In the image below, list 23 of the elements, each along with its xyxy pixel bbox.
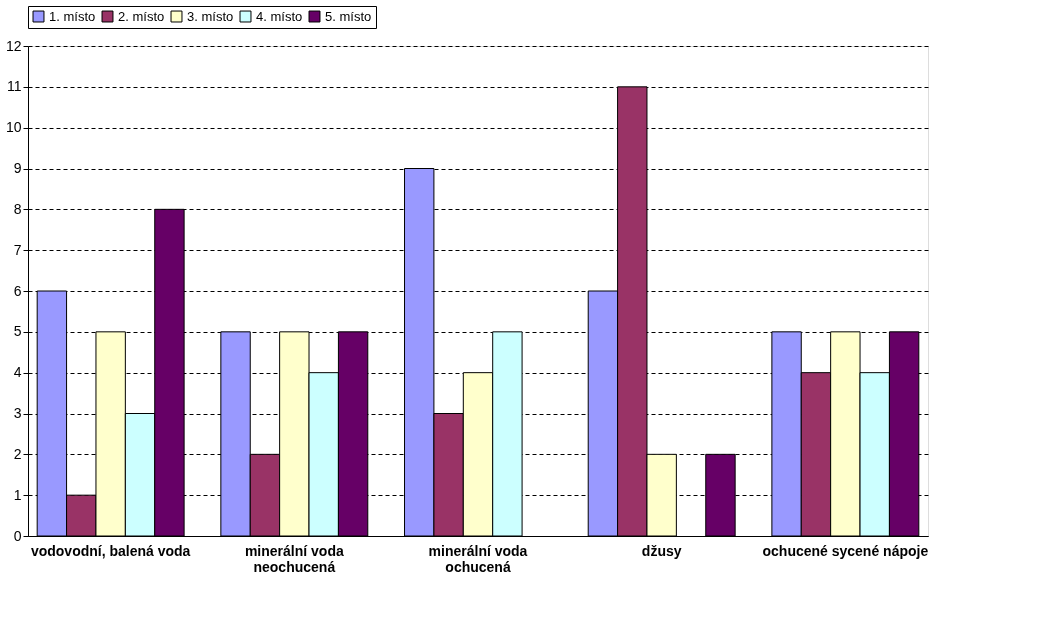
x-tick-label: minerální voda ochucená <box>428 542 528 575</box>
y-tick-label: 7 <box>13 241 22 258</box>
y-tick-label: 10 <box>5 119 22 136</box>
x-tick-label: minerální voda neochucená <box>244 542 344 575</box>
legend-label: 1. místo <box>49 8 96 24</box>
y-tick-label: 12 <box>5 37 22 54</box>
y-tick-label: 3 <box>13 405 22 421</box>
legend-label: 5. místo <box>325 8 372 24</box>
y-tick-label: 11 <box>6 78 22 95</box>
y-tick-label: 1 <box>13 486 22 503</box>
legend-label: 2. místo <box>118 8 165 24</box>
x-tick-label: ochucené sycené nápoje <box>762 542 929 559</box>
y-tick-label: 5 <box>13 323 22 340</box>
y-tick-label: 2 <box>13 445 22 462</box>
y-tick-label: 6 <box>13 282 22 299</box>
legend-label: 3. místo <box>187 8 234 24</box>
y-tick-label: 4 <box>13 364 22 381</box>
y-tick-label: 0 <box>13 527 22 544</box>
x-tick-label: džusy <box>641 542 682 559</box>
y-tick-label: 8 <box>13 200 22 217</box>
y-tick-label: 9 <box>13 160 22 176</box>
x-tick-label: vodovodní, balená voda <box>30 542 191 559</box>
legend-label: 4. místo <box>256 8 303 24</box>
